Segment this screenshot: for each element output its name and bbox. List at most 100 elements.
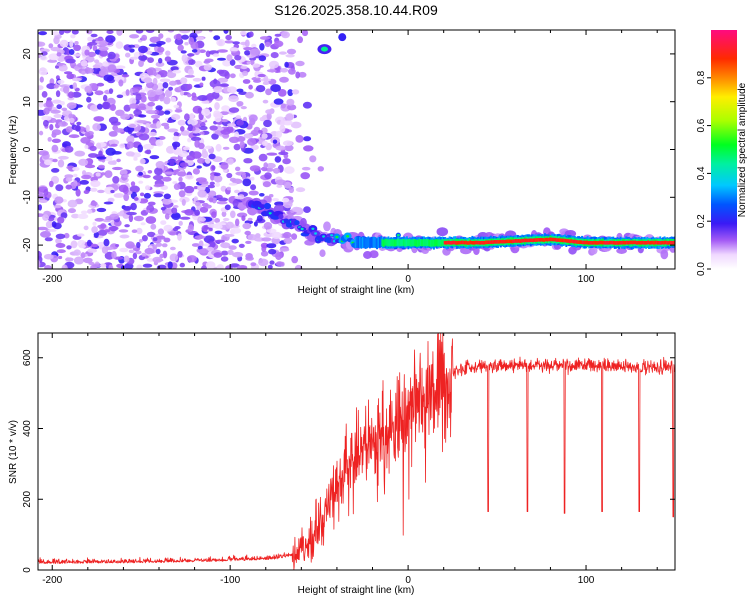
- noise-blob: [204, 157, 211, 164]
- noise-blob: [55, 243, 66, 248]
- noise-blob: [146, 81, 154, 89]
- noise-blob: [129, 123, 136, 128]
- noise-blob: [66, 245, 72, 250]
- noise-blob: [39, 130, 44, 136]
- track-band-peak: [647, 240, 650, 245]
- track-band-mid: [398, 239, 401, 247]
- track-band-peak: [470, 240, 473, 245]
- noise-blob: [184, 74, 195, 78]
- noise-blob: [207, 184, 215, 189]
- track-band-peak: [667, 241, 670, 245]
- track-band-mid: [407, 239, 409, 247]
- noise-blob: [195, 177, 207, 183]
- noise-blob: [230, 227, 242, 234]
- noise-blob: [287, 89, 294, 97]
- noise-blob: [111, 250, 117, 259]
- noise-blob: [258, 55, 267, 62]
- noise-blob: [47, 59, 58, 63]
- track-blob: [294, 220, 300, 226]
- noise-blob: [165, 50, 171, 56]
- noise-blob: [317, 166, 324, 172]
- noise-blob: [280, 68, 289, 73]
- track-band-mid: [382, 240, 385, 247]
- noise-blob: [90, 33, 98, 38]
- noise-blob: [146, 67, 157, 76]
- noise-blob: [255, 85, 266, 93]
- track-band-outer: [374, 237, 377, 249]
- track-band-peak: [577, 240, 580, 244]
- noise-blob: [262, 99, 269, 104]
- y-tick-label: 0: [22, 146, 33, 152]
- noise-blob: [221, 211, 227, 218]
- track-band-peak: [615, 241, 618, 245]
- noise-blob: [149, 36, 161, 43]
- track-band-peak: [563, 238, 566, 243]
- noise-blob: [205, 145, 212, 150]
- noise-blob: [257, 73, 266, 78]
- track-band-peak: [507, 239, 510, 244]
- track-band-mid: [425, 239, 428, 247]
- noise-blob: [84, 164, 96, 169]
- noise-blob: [162, 198, 172, 205]
- noise-blob: [178, 176, 183, 182]
- noise-blob: [126, 141, 134, 149]
- track-band-peak: [597, 241, 600, 245]
- track-band-peak: [596, 241, 598, 245]
- noise-blob: [128, 103, 139, 109]
- track-band-mid: [435, 239, 438, 246]
- noise-blob: [139, 158, 146, 165]
- y-tick-label: 0: [22, 567, 33, 573]
- noise-blob: [128, 214, 134, 223]
- noise-blob: [96, 207, 107, 213]
- noise-blob: [229, 59, 236, 66]
- noise-blob: [177, 119, 186, 126]
- noise-blob: [145, 122, 151, 128]
- track-band-peak: [574, 239, 577, 244]
- noise-blob: [184, 42, 189, 46]
- track-band-peak: [512, 239, 514, 244]
- track-band-peak: [623, 240, 625, 245]
- noise-blob: [164, 213, 170, 220]
- noise-blob: [148, 43, 158, 47]
- noise-blob: [57, 79, 65, 84]
- noise-blob: [39, 55, 48, 61]
- noise-blob: [227, 249, 234, 255]
- noise-blob: [71, 30, 79, 35]
- noise-blob: [97, 189, 105, 194]
- track-halo: [660, 249, 669, 260]
- track-band-mid: [385, 238, 388, 246]
- track-band-peak: [638, 240, 641, 245]
- track-band-peak: [601, 240, 604, 245]
- track-band-outer: [354, 236, 357, 248]
- noise-blob: [80, 210, 88, 215]
- noise-blob: [89, 145, 97, 152]
- track-band-outer: [377, 236, 380, 248]
- noise-blob: [208, 153, 216, 160]
- noise-blob: [125, 52, 131, 58]
- noise-blob: [177, 171, 187, 177]
- noise-blob: [261, 133, 268, 140]
- noise-blob: [96, 82, 105, 87]
- track-band-peak: [449, 241, 452, 245]
- noise-blob: [73, 173, 78, 177]
- noise-blob: [155, 105, 163, 111]
- noise-blob: [171, 212, 181, 220]
- noise-blob: [94, 217, 105, 222]
- noise-blob: [110, 143, 118, 147]
- noise-blob: [215, 143, 222, 152]
- noise-blob: [229, 177, 237, 182]
- noise-blob: [291, 89, 300, 95]
- noise-blob: [259, 36, 271, 40]
- noise-blob: [238, 243, 245, 248]
- noise-blob: [126, 211, 137, 216]
- noise-blob: [176, 33, 182, 41]
- noise-blob: [242, 70, 249, 76]
- noise-blob: [248, 31, 254, 38]
- noise-blob: [162, 82, 169, 89]
- noise-blob: [226, 186, 231, 191]
- noise-blob: [125, 241, 135, 249]
- noise-blob: [164, 208, 174, 216]
- noise-blob: [228, 245, 237, 250]
- noise-blob: [164, 125, 170, 130]
